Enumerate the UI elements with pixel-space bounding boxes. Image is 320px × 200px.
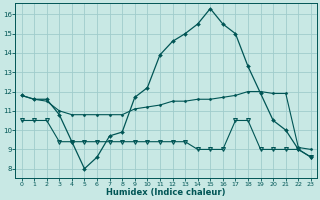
- X-axis label: Humidex (Indice chaleur): Humidex (Indice chaleur): [107, 188, 226, 197]
